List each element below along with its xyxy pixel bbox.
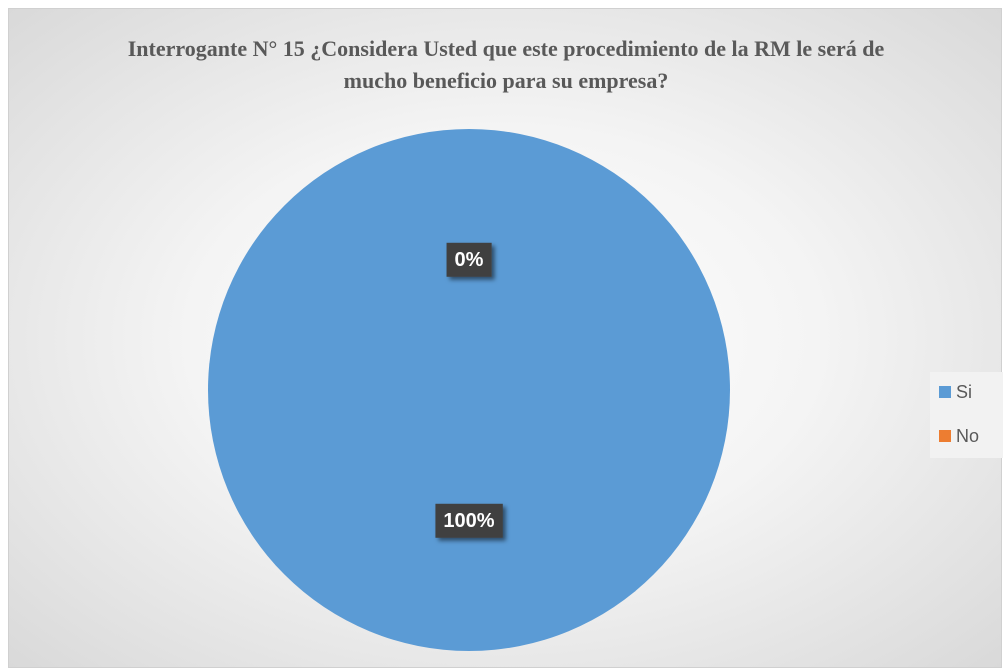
pie-slice bbox=[208, 129, 730, 651]
legend-label: No bbox=[956, 426, 979, 446]
data-label: 0% bbox=[455, 249, 484, 271]
data-label-box bbox=[446, 242, 492, 277]
legend-swatch bbox=[939, 430, 951, 442]
chart-title: Interrogante N° 15 ¿Considera Usted que … bbox=[127, 36, 885, 93]
data-label-box bbox=[435, 503, 503, 538]
legend-label: Si bbox=[956, 382, 972, 402]
data-label: 100% bbox=[443, 510, 494, 532]
legend-swatch bbox=[939, 386, 951, 398]
